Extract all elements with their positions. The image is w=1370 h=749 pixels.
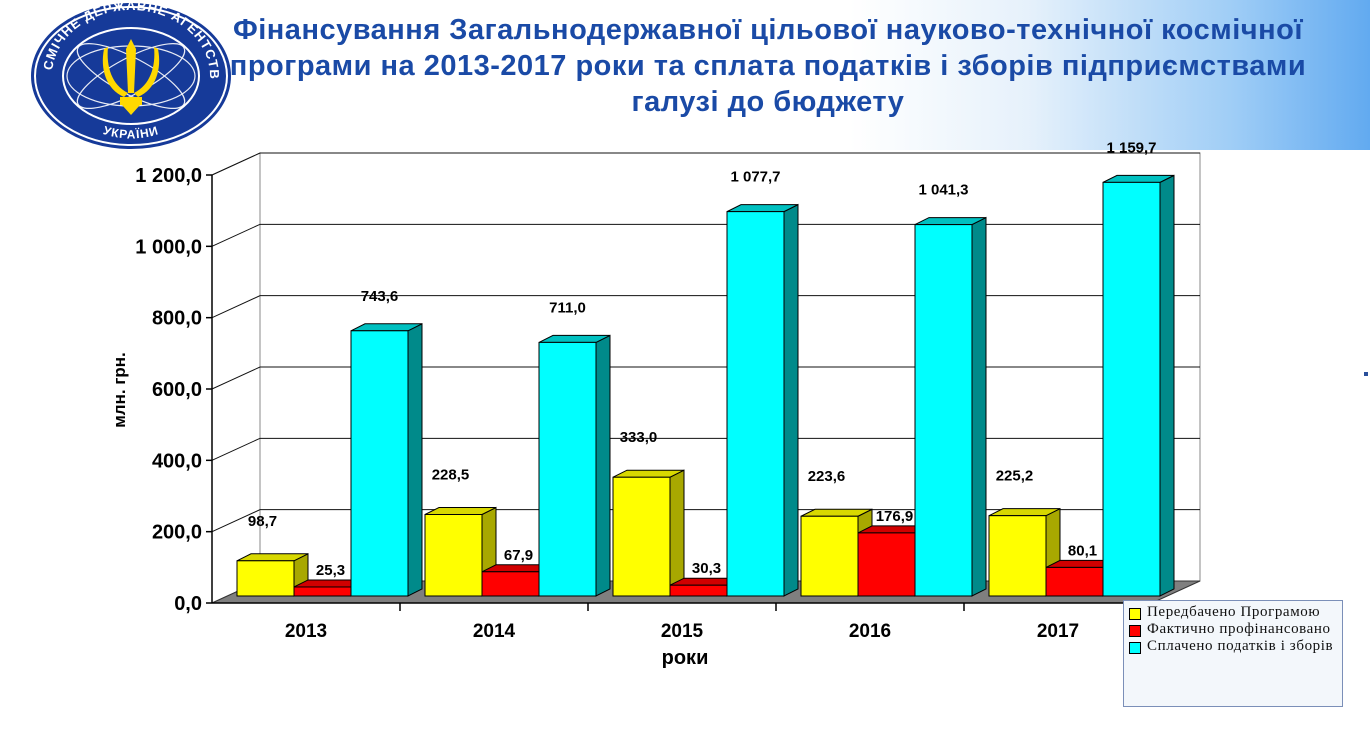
x-tick-label: 2014	[473, 621, 516, 642]
legend-label: Передбачено Програмою	[1147, 604, 1321, 620]
data-label: 225,2	[996, 468, 1034, 485]
emblem-bottom-text: УКРАЇНИ	[102, 123, 160, 141]
data-labels: 98,7 25,3 743,6 228,5 67,9 711,0 333,0 30,3 1 07…	[248, 139, 1157, 579]
x-tick-label: 2016	[849, 621, 891, 642]
gridline	[211, 509, 1200, 533]
bar-side	[669, 469, 685, 597]
bar-side	[783, 203, 799, 597]
bar-front	[481, 571, 540, 597]
data-label: 1 041,3	[918, 182, 968, 199]
bar-front	[424, 514, 483, 597]
chart-title: Фінансування Загальнодержавної цільової …	[229, 14, 1307, 118]
gridline	[211, 366, 1200, 390]
data-label: 228,5	[432, 467, 470, 484]
bar-front	[857, 532, 916, 597]
x-axis-ticks: 2013 2014 2015 2016 2017	[285, 603, 1153, 642]
bar	[988, 507, 1061, 597]
legend-swatch-yellow	[1129, 608, 1141, 620]
legend-swatch-red	[1129, 625, 1141, 637]
data-label: 743,6	[361, 288, 399, 305]
bar-front	[612, 476, 671, 597]
gridline	[211, 437, 1200, 461]
data-label: 67,9	[504, 547, 533, 564]
data-label: 711,0	[549, 299, 586, 316]
data-label: 30,3	[692, 560, 721, 577]
bar	[726, 203, 799, 597]
svg-text:УКРАЇНИ: УКРАЇНИ	[102, 123, 161, 141]
bar-front	[988, 515, 1047, 597]
gridline	[211, 223, 1200, 247]
bar-front	[1045, 566, 1104, 597]
legend-item-financed: Фактично профінансовано	[1129, 621, 1337, 638]
y-tick-label: 800,0	[152, 308, 202, 330]
x-axis-label: роки	[662, 647, 709, 669]
data-label: 176,9	[876, 508, 914, 525]
bar	[914, 216, 987, 597]
data-label: 98,7	[248, 513, 277, 530]
bar	[350, 322, 423, 597]
bar-front	[293, 586, 352, 597]
bar-front	[350, 330, 409, 597]
legend-item-planned: Передбачено Програмою	[1129, 604, 1337, 621]
data-label: 1 159,7	[1106, 139, 1156, 156]
bar-front	[669, 584, 728, 597]
bar-front	[800, 515, 859, 597]
trident-icon	[102, 39, 160, 115]
bar-front	[1102, 181, 1161, 597]
bar-side	[971, 216, 987, 597]
x-tick-label: 2013	[285, 621, 327, 642]
x-tick-label: 2017	[1037, 621, 1079, 642]
bar-front	[914, 224, 973, 597]
x-tick-label: 2015	[661, 621, 704, 642]
gridlines	[211, 152, 1200, 533]
data-label: 333,0	[620, 429, 658, 446]
bar-side	[595, 334, 611, 597]
bars	[236, 174, 1175, 597]
legend-item-taxes: Сплачено податків і зборів	[1129, 638, 1337, 655]
bar	[1102, 174, 1175, 597]
legend-label: Фактично профінансовано	[1147, 621, 1331, 637]
y-tick-label: 200,0	[152, 522, 202, 544]
slide-marker	[1364, 372, 1368, 376]
gridline	[211, 152, 1200, 176]
bar	[538, 334, 611, 597]
data-label: 223,6	[808, 468, 846, 485]
legend-swatch-cyan	[1129, 642, 1141, 654]
bar-side	[1159, 174, 1175, 597]
bar-front	[236, 560, 295, 597]
y-tick-label: 1 200,0	[135, 165, 202, 187]
legend: Передбачено Програмою Фактично профінанс…	[1123, 600, 1343, 707]
y-axis-label: млн. грн.	[110, 352, 129, 428]
y-tick-label: 600,0	[152, 379, 202, 401]
bar	[612, 469, 685, 597]
data-label: 80,1	[1068, 542, 1097, 559]
y-tick-label: 400,0	[152, 450, 202, 472]
gridline	[211, 295, 1200, 319]
bar-side	[407, 322, 423, 597]
data-label: 25,3	[316, 562, 345, 579]
bar-front	[538, 341, 597, 597]
y-tick-label: 1 000,0	[135, 236, 202, 258]
space-agency-emblem-icon: КОСМІЧНЕ ДЕРЖАВНЕ АГЕНТСТВО УКРАЇНИ	[28, 1, 231, 149]
bar-front	[726, 211, 785, 597]
y-axis-ticks: 0,0 200,0 400,0 600,0 800,0 1 000,0 1 200,0	[135, 165, 1152, 615]
y-tick-label: 0,0	[174, 593, 202, 615]
data-label: 1 077,7	[730, 169, 780, 186]
legend-label: Сплачено податків і зборів	[1147, 638, 1334, 654]
